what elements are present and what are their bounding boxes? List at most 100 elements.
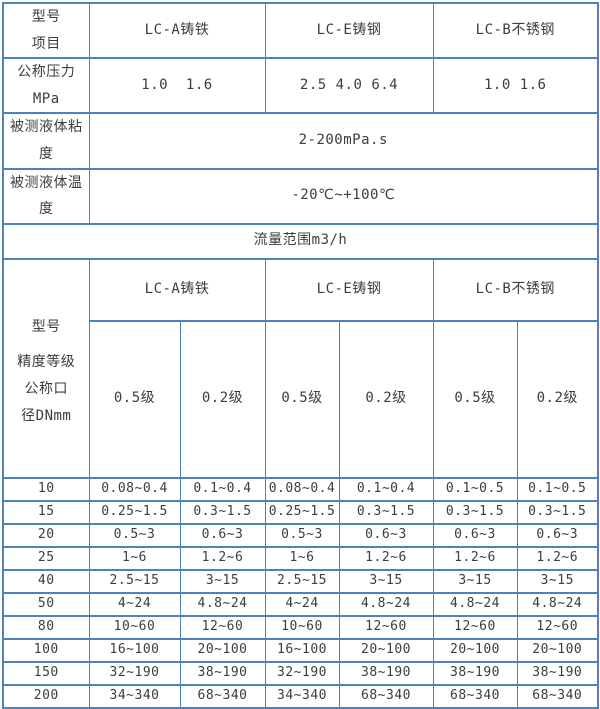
column-header-lc-a: LC-A铸铁 <box>88 1 266 60</box>
dn-row: 25 1~6 1.2~6 1~6 1.2~6 1.2~6 1.2~6 <box>2 545 599 571</box>
flow-range-value: 20~100 <box>516 637 599 663</box>
corner-model-item-label: 型号 项目 <box>2 1 90 60</box>
flow-range-value: 0.1~0.4 <box>179 476 266 502</box>
flow-range-value: 4.8~24 <box>432 591 518 617</box>
flow-range-value: 68~340 <box>432 683 518 709</box>
accuracy-diameter-label: 精度等级 公称口 径DNmm <box>17 354 76 424</box>
dn-diameter-value: 50 <box>2 591 90 617</box>
liquid-temperature-row: 被测液体温 度 -20℃~+100℃ <box>2 167 599 225</box>
accuracy-class-cell: 0.2级 <box>516 319 599 479</box>
flow-range-value: 20~100 <box>338 637 434 663</box>
dn-row: 10 0.08~0.4 0.1~0.4 0.08~0.4 0.1~0.4 0.1~0.5 0… <box>2 476 599 502</box>
accuracy-class-cell: 0.5级 <box>432 319 518 479</box>
flow-range-value: 0.08~0.4 <box>264 476 340 502</box>
accuracy-class-cell: 0.5级 <box>264 319 340 479</box>
dn-diameter-value: 20 <box>2 522 90 548</box>
flow-range-value: 12~60 <box>516 614 599 640</box>
model-header-row: 型号 项目 LC-A铸铁 LC-E铸钢 LC-B不锈钢 <box>2 1 599 60</box>
flow-range-value: 1.2~6 <box>179 545 266 571</box>
model-label: 型号 <box>31 319 61 336</box>
dn-diameter-value: 25 <box>2 545 90 571</box>
column-header-lc-e-2: LC-E铸钢 <box>264 257 434 322</box>
flow-range-value: 20~100 <box>432 637 518 663</box>
dn-diameter-value: 10 <box>2 476 90 502</box>
model-header-row-2: 型号 精度等级 公称口 径DNmm LC-A铸铁 LC-E铸钢 LC-B不锈钢 <box>2 257 599 479</box>
flow-range-value: 16~100 <box>264 637 340 663</box>
flow-range-value: 0.25~1.5 <box>264 499 340 525</box>
flow-range-value: 0.6~3 <box>338 522 434 548</box>
dn-diameter-value: 40 <box>2 568 90 594</box>
flow-range-value: 68~340 <box>516 683 599 709</box>
viscosity-row-label: 被测液体粘 度 <box>2 112 90 170</box>
flow-range-value: 2.5~15 <box>264 568 340 594</box>
flow-range-value: 0.6~3 <box>432 522 518 548</box>
temperature-row-label: 被测液体温 度 <box>2 167 90 225</box>
column-header-lc-b: LC-B不锈钢 <box>432 1 599 60</box>
dn-diameter-value: 150 <box>2 660 90 686</box>
flow-range-value: 0.1~0.4 <box>338 476 434 502</box>
flow-range-value: 38~190 <box>179 660 266 686</box>
flow-range-value: 0.3~1.5 <box>338 499 434 525</box>
flow-range-value: 0.1~0.5 <box>432 476 518 502</box>
viscosity-value: 2-200mPa.s <box>88 112 599 170</box>
flow-range-value: 3~15 <box>432 568 518 594</box>
pressure-value-lc-b: 1.0 1.6 <box>432 57 599 115</box>
dn-diameter-value: 200 <box>2 683 90 709</box>
flow-range-value: 38~190 <box>516 660 599 686</box>
dn-diameter-value: 15 <box>2 499 90 525</box>
flow-range-value: 0.08~0.4 <box>88 476 181 502</box>
flow-range-value: 12~60 <box>179 614 266 640</box>
dn-row: 200 34~340 68~340 34~340 68~340 68~340 68~340 <box>2 683 599 709</box>
flow-range-value: 1~6 <box>264 545 340 571</box>
pressure-value-lc-e: 2.5 4.0 6.4 <box>264 57 434 115</box>
flow-range-value: 32~190 <box>264 660 340 686</box>
flow-range-value: 0.3~1.5 <box>432 499 518 525</box>
dn-row: 100 16~100 20~100 16~100 20~100 20~100 20~100 <box>2 637 599 663</box>
flow-range-value: 3~15 <box>516 568 599 594</box>
flow-range-value: 4.8~24 <box>516 591 599 617</box>
nominal-pressure-row: 公称压力 MPa 1.0 1.6 2.5 4.0 6.4 1.0 1.6 <box>2 57 599 115</box>
flow-range-value: 4~24 <box>88 591 181 617</box>
flow-range-value: 0.25~1.5 <box>88 499 181 525</box>
dn-diameter-value: 100 <box>2 637 90 663</box>
flow-range-value: 38~190 <box>432 660 518 686</box>
liquid-viscosity-row: 被测液体粘 度 2-200mPa.s <box>2 112 599 170</box>
flow-range-value: 1.2~6 <box>338 545 434 571</box>
dn-row: 15 0.25~1.5 0.3~1.5 0.25~1.5 0.3~1.5 0.3~1.5 0… <box>2 499 599 525</box>
flow-range-value: 1.2~6 <box>432 545 518 571</box>
flow-range-value: 34~340 <box>88 683 181 709</box>
flow-range-value: 1.2~6 <box>516 545 599 571</box>
flow-range-value: 12~60 <box>432 614 518 640</box>
dn-row: 50 4~24 4.8~24 4~24 4.8~24 4.8~24 4.8~24 <box>2 591 599 617</box>
flow-range-value: 0.3~1.5 <box>179 499 266 525</box>
column-header-lc-e: LC-E铸钢 <box>264 1 434 60</box>
flow-range-value: 3~15 <box>179 568 266 594</box>
model-accuracy-label-cell: 型号 精度等级 公称口 径DNmm <box>2 257 90 479</box>
dn-row: 20 0.5~3 0.6~3 0.5~3 0.6~3 0.6~3 0.6~3 <box>2 522 599 548</box>
flow-range-value: 10~60 <box>264 614 340 640</box>
flow-range-value: 10~60 <box>88 614 181 640</box>
flow-range-value: 0.5~3 <box>264 522 340 548</box>
flow-range-value: 4~24 <box>264 591 340 617</box>
dn-flow-range-rows: 10 0.08~0.4 0.1~0.4 0.08~0.4 0.1~0.4 0.1~0.5 0… <box>2 476 599 709</box>
flow-range-value: 0.3~1.5 <box>516 499 599 525</box>
column-header-lc-b-2: LC-B不锈钢 <box>432 257 599 322</box>
accuracy-class-row: 0.5级 0.2级 0.5级 0.2级 0.5级 0.2级 <box>3 319 599 479</box>
pressure-value-lc-a: 1.0 1.6 <box>88 57 266 115</box>
dn-row: 80 10~60 12~60 10~60 12~60 12~60 12~60 <box>2 614 599 640</box>
flow-range-value: 32~190 <box>88 660 181 686</box>
flow-range-value: 68~340 <box>338 683 434 709</box>
flow-range-value: 16~100 <box>88 637 181 663</box>
flow-range-banner-row: 流量范围m3/h <box>2 222 599 260</box>
pressure-row-label: 公称压力 MPa <box>2 57 90 115</box>
dn-diameter-value: 80 <box>2 614 90 640</box>
temperature-value: -20℃~+100℃ <box>88 167 599 225</box>
flow-range-value: 34~340 <box>264 683 340 709</box>
flow-range-value: 2.5~15 <box>88 568 181 594</box>
column-header-lc-a-2: LC-A铸铁 <box>88 257 266 322</box>
flow-range-value: 4.8~24 <box>179 591 266 617</box>
flow-range-value: 4.8~24 <box>338 591 434 617</box>
flow-range-value: 0.5~3 <box>88 522 181 548</box>
flow-range-value: 0.1~0.5 <box>516 476 599 502</box>
